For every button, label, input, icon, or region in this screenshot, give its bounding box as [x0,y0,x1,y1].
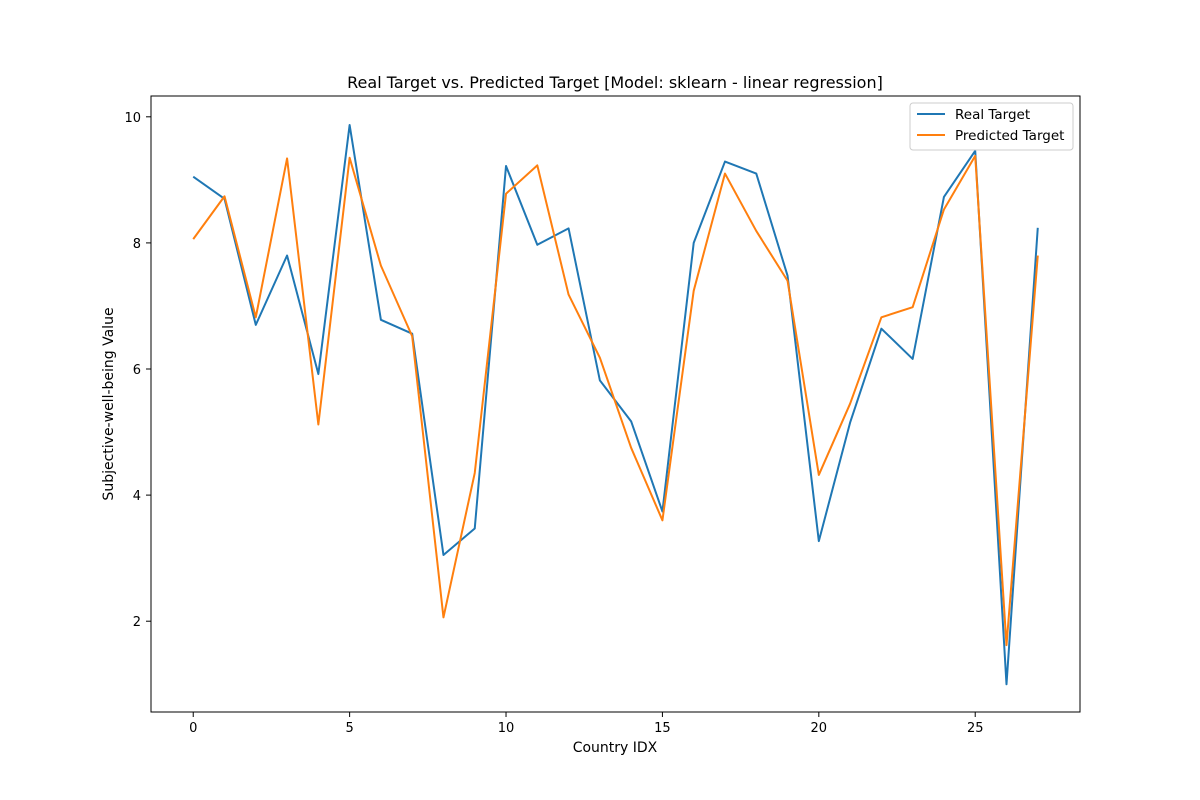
x-axis-label: Country IDX [573,740,658,756]
legend-label-0: Real Target [955,107,1030,123]
y-tick-label: 4 [133,489,141,504]
plot-area [192,124,1039,686]
x-tick-label: 20 [811,721,828,736]
x-tick-label: 10 [498,721,515,736]
legend-label-1: Predicted Target [955,128,1064,144]
legend: Real Target Predicted Target [909,102,1074,151]
plot-frame [150,95,1081,713]
y-tick-label: 8 [133,237,141,252]
y-tick-label: 10 [124,111,141,126]
x-tick-label: 5 [345,721,353,736]
legend-box [909,102,1074,151]
series-line-1 [192,154,1039,647]
x-axis: 0 5 10 15 20 25 [189,712,983,736]
x-tick-label: 15 [654,721,671,736]
x-tick-label: 0 [189,721,197,736]
chart-title: Real Target vs. Predicted Target [Model:… [347,73,883,92]
y-axis-label: Subjective-well-being Value [101,307,117,500]
y-tick-label: 2 [133,615,141,630]
y-tick-label: 6 [133,363,141,378]
y-axis: 2 4 6 8 10 [124,111,151,630]
x-tick-label: 25 [967,721,984,736]
